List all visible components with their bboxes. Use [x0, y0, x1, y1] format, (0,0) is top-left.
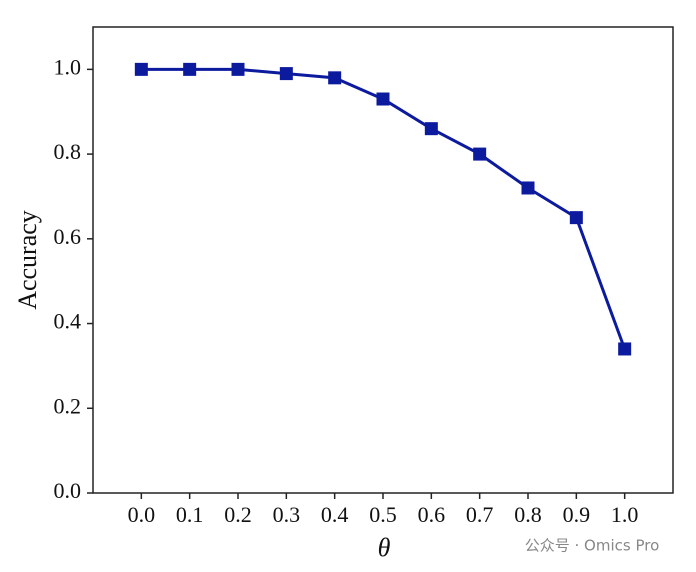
series-line: [141, 67, 627, 350]
marker: [424, 122, 438, 136]
marker: [521, 181, 535, 195]
marker: [618, 342, 632, 356]
x-tick-label: 0.4: [321, 502, 349, 527]
marker: [328, 71, 342, 85]
y-tick-label: 0.6: [54, 224, 82, 249]
x-tick-label: 0.9: [563, 502, 591, 527]
x-tick-label: 0.6: [418, 502, 446, 527]
marker: [376, 92, 390, 106]
x-tick-label: 0.2: [224, 502, 252, 527]
x-tick-label: 0.8: [514, 502, 542, 527]
marker: [473, 147, 487, 161]
marker: [134, 62, 148, 76]
x-tick-label: 0.0: [128, 502, 156, 527]
x-tick-label: 0.1: [176, 502, 204, 527]
y-axis-label: Accuracy: [13, 210, 42, 310]
y-tick-label: 1.0: [54, 54, 82, 79]
marker: [183, 62, 197, 76]
marker: [279, 67, 293, 81]
y-tick-label: 0.0: [54, 478, 82, 503]
watermark: 公众号 · Omics Pro: [525, 537, 660, 555]
x-tick-label: 0.7: [466, 502, 494, 527]
y-tick-label: 0.4: [54, 309, 82, 334]
x-tick-label: 0.3: [273, 502, 301, 527]
x-tick-label: 1.0: [611, 502, 639, 527]
y-tick-label: 0.8: [54, 139, 82, 164]
marker: [231, 62, 245, 76]
x-tick-label: 0.5: [369, 502, 397, 527]
marker: [569, 211, 583, 225]
y-tick-label: 0.2: [54, 393, 82, 418]
x-axis-label: θ: [378, 533, 391, 562]
